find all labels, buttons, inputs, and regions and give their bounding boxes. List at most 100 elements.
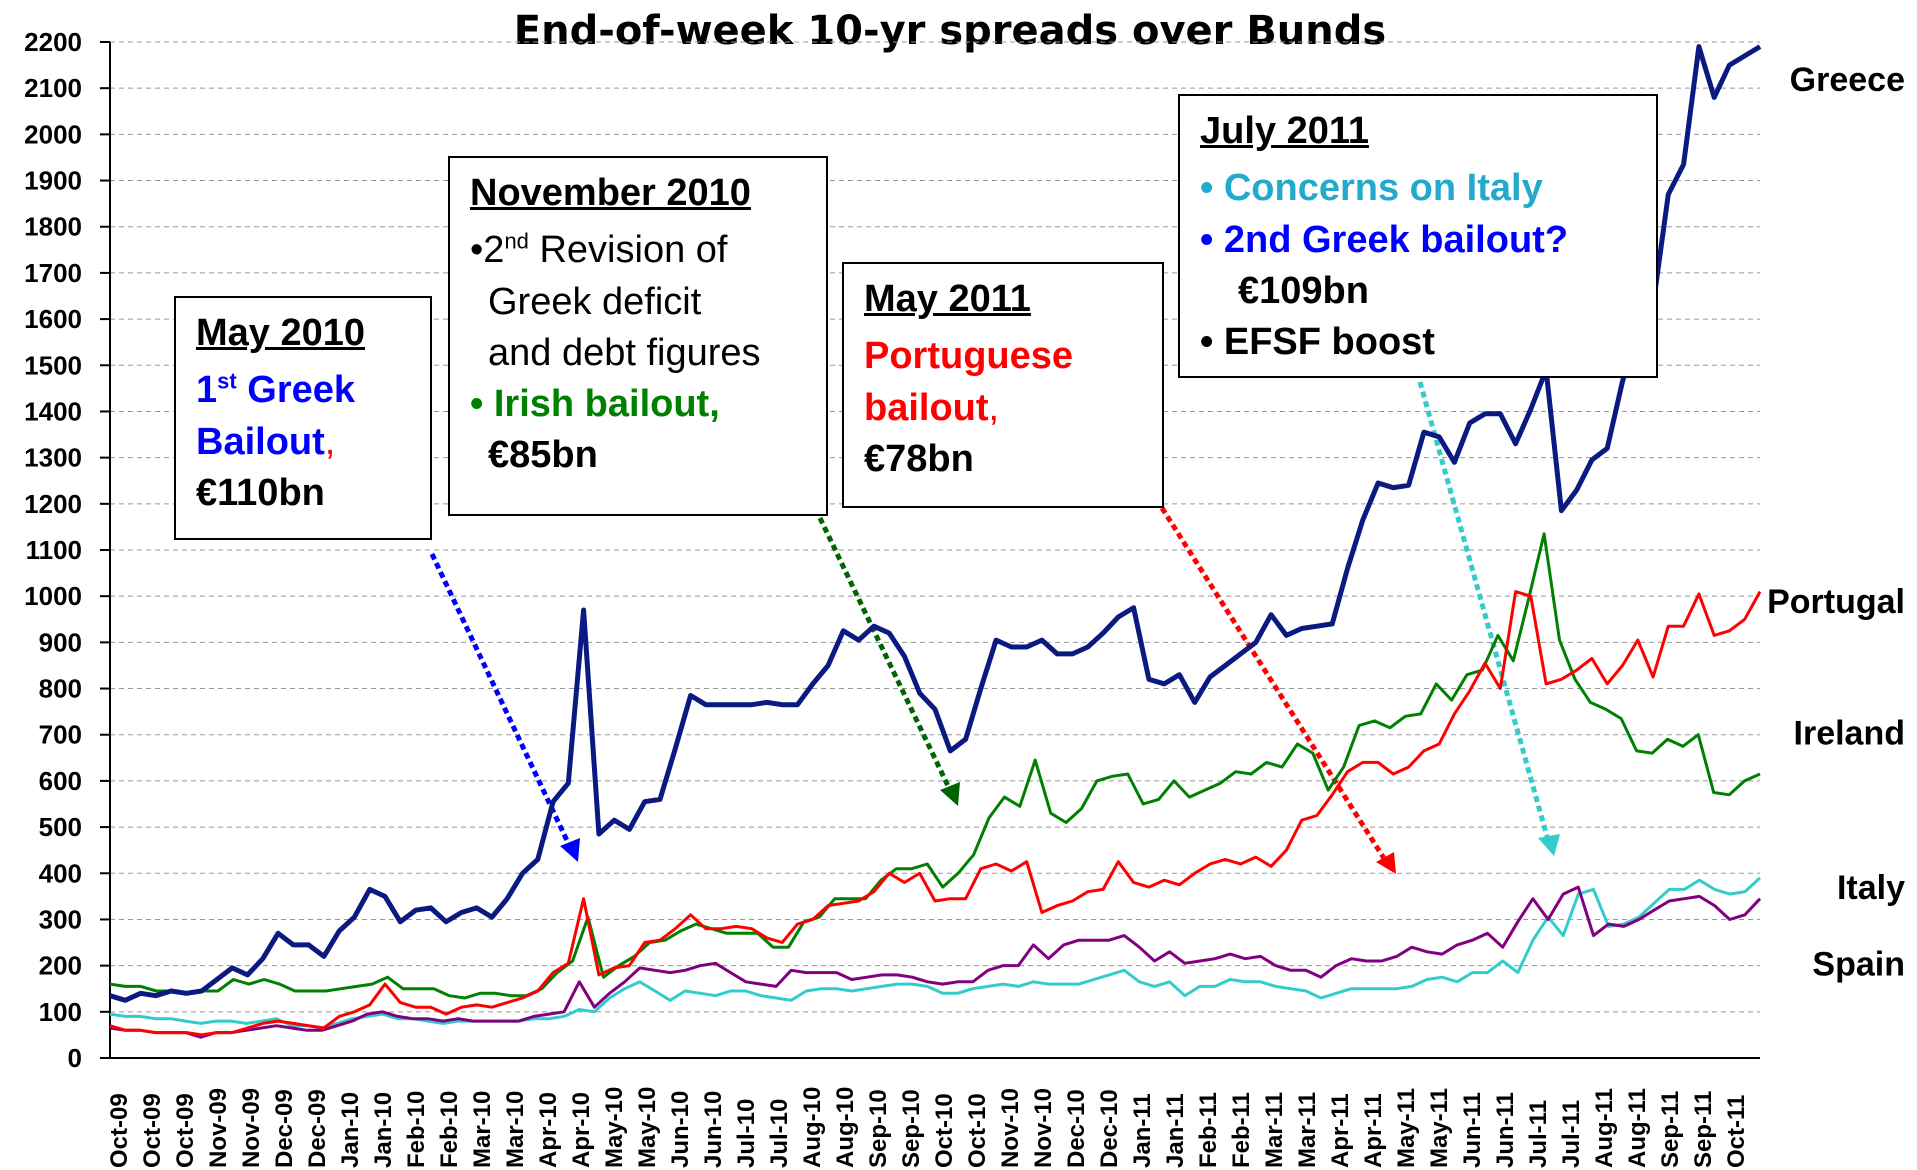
superscript: nd — [504, 228, 529, 254]
x-tick-label: Nov-10 — [1030, 1088, 1057, 1168]
y-tick-label: 2100 — [24, 73, 82, 103]
y-tick-label: 700 — [39, 720, 82, 750]
x-tick-label: Jan-10 — [370, 1092, 397, 1168]
annotation-line: • Concerns on Italy — [1200, 167, 1543, 210]
annotation-line: • 2nd Greek bailout? — [1200, 218, 1569, 261]
x-tick-label: Oct-10 — [931, 1093, 958, 1168]
y-tick-label: 1500 — [24, 350, 82, 380]
x-tick-label: Mar-11 — [1261, 1092, 1288, 1168]
x-tick-label: Jun-10 — [667, 1091, 694, 1168]
x-tick-label: Nov-09 — [238, 1088, 265, 1168]
x-tick-label: Jul-11 — [1525, 1100, 1552, 1168]
x-axis-ticks: Oct-09 Oct-09 Oct-09 Nov-09 Nov-09 Dec-09 Dec-… — [106, 1087, 1750, 1168]
series-line-portugal — [109, 590, 1762, 1037]
x-tick-label: Nov-10 — [997, 1088, 1024, 1168]
series-label-italy: Italy — [1837, 869, 1905, 907]
x-tick-label: Jul-11 — [1558, 1100, 1585, 1168]
x-tick-label: May-10 — [601, 1087, 628, 1168]
x-tick-label: Jul-10 — [733, 1099, 760, 1168]
x-tick-label: Aug-10 — [799, 1087, 826, 1168]
x-tick-label: Oct-09 — [139, 1093, 166, 1168]
arrowhead-may2011 — [1376, 852, 1396, 874]
annotation-nov2010: November 2010 •2nd Revision of Greek def… — [448, 156, 828, 516]
x-tick-label: Dec-10 — [1063, 1089, 1090, 1168]
text: •2 — [470, 229, 505, 272]
x-tick-label: Dec-10 — [1096, 1089, 1123, 1168]
y-tick-label: 600 — [39, 766, 82, 796]
series-line-italy — [109, 876, 1762, 1030]
annotation-line: €110bn — [196, 471, 325, 514]
y-tick-label: 1000 — [24, 581, 82, 611]
arrow-may2010 — [429, 552, 573, 849]
x-tick-label: May-11 — [1426, 1088, 1453, 1168]
chart-title: End-of-week 10-yr spreads over Bunds — [514, 8, 1386, 54]
x-tick-label: Feb-10 — [436, 1091, 463, 1168]
y-tick-label: 1800 — [24, 212, 82, 242]
x-tick-label: Feb-11 — [1228, 1092, 1255, 1168]
y-tick-label: 1900 — [24, 166, 82, 196]
annotation-line: Greek deficit — [488, 280, 702, 323]
x-tick-label: Sep-10 — [898, 1089, 925, 1168]
series-label-ireland: Ireland — [1794, 714, 1905, 752]
annotation-arrows — [429, 381, 1560, 874]
x-tick-label: Mar-11 — [1294, 1092, 1321, 1168]
x-tick-label: Sep-10 — [865, 1089, 892, 1168]
y-tick-label: 1200 — [24, 489, 82, 519]
x-tick-label: Sep-11 — [1657, 1091, 1684, 1168]
series-label-portugal: Portugal — [1767, 583, 1905, 621]
x-tick-label: Oct-10 — [964, 1093, 991, 1168]
arrowhead-jul2011 — [1538, 834, 1560, 856]
x-tick-label: May-10 — [634, 1087, 661, 1168]
axes — [109, 42, 1760, 1059]
x-tick-label: Feb-10 — [403, 1091, 430, 1168]
annotation-jul2011: July 2011 • Concerns on Italy • 2nd Gree… — [1178, 94, 1658, 378]
x-tick-label: Mar-10 — [502, 1091, 529, 1168]
x-tick-label: Apr-10 — [568, 1092, 595, 1168]
y-tick-label: 400 — [39, 858, 82, 888]
x-tick-label: May-11 — [1393, 1088, 1420, 1168]
y-tick-label: 100 — [39, 997, 82, 1027]
series-line-greece — [109, 44, 1762, 1003]
y-tick-label: 0 — [68, 1043, 82, 1073]
y-tick-label: 200 — [39, 951, 82, 981]
x-tick-label: Dec-09 — [304, 1089, 331, 1168]
arrow-jul2011 — [1417, 381, 1551, 841]
x-tick-label: Jan-11 — [1162, 1093, 1189, 1168]
annotation-line: and debt figures — [488, 331, 761, 374]
text: Bailout — [196, 420, 325, 463]
comma: , — [988, 386, 1000, 429]
annotation-line: €109bn — [1238, 269, 1369, 312]
annotation-line: • EFSF boost — [1200, 321, 1435, 364]
series-label-spain: Spain — [1812, 945, 1905, 983]
x-tick-label: Jun-11 — [1492, 1092, 1519, 1168]
annotation-heading: May 2010 — [196, 312, 366, 354]
x-tick-label: Jun-11 — [1459, 1092, 1486, 1168]
arrow-nov2010 — [817, 516, 953, 792]
y-tick-label: 2200 — [24, 27, 82, 57]
annotation-heading: May 2011 — [864, 278, 1031, 320]
superscript: st — [217, 368, 237, 394]
x-tick-label: Dec-09 — [271, 1089, 298, 1168]
series-label-greece: Greece — [1790, 61, 1905, 99]
annotation-line: €78bn — [864, 437, 974, 480]
series-labels: Greece Portugal Ireland Italy Spain — [1767, 61, 1905, 983]
annotation-line: bailout, — [864, 383, 1142, 434]
x-tick-label: Apr-11 — [1327, 1093, 1354, 1168]
x-tick-label: Feb-11 — [1195, 1092, 1222, 1168]
annotation-line: •2nd Revision of — [470, 225, 806, 276]
x-tick-label: Aug-10 — [832, 1087, 859, 1168]
y-tick-label: 1700 — [24, 258, 82, 288]
y-tick-label: 1100 — [26, 535, 82, 565]
x-tick-label: Aug-11 — [1591, 1088, 1618, 1168]
text: 1 — [196, 369, 218, 412]
x-tick-label: Oct-09 — [172, 1093, 199, 1168]
series-line-spain — [109, 885, 1762, 1039]
comma: , — [324, 420, 336, 463]
arrowhead-may2010 — [560, 838, 580, 862]
y-tick-label: 900 — [39, 627, 82, 657]
annotation-line: • Irish bailout, — [470, 379, 806, 430]
y-axis-ticks: 0 100 200 300 400 500 600 700 800 900 1000 1100 1200… — [24, 27, 110, 1073]
x-tick-label: Oct-09 — [106, 1093, 133, 1168]
y-tick-label: 800 — [39, 674, 82, 704]
annotation-line: Bailout, — [196, 417, 410, 468]
